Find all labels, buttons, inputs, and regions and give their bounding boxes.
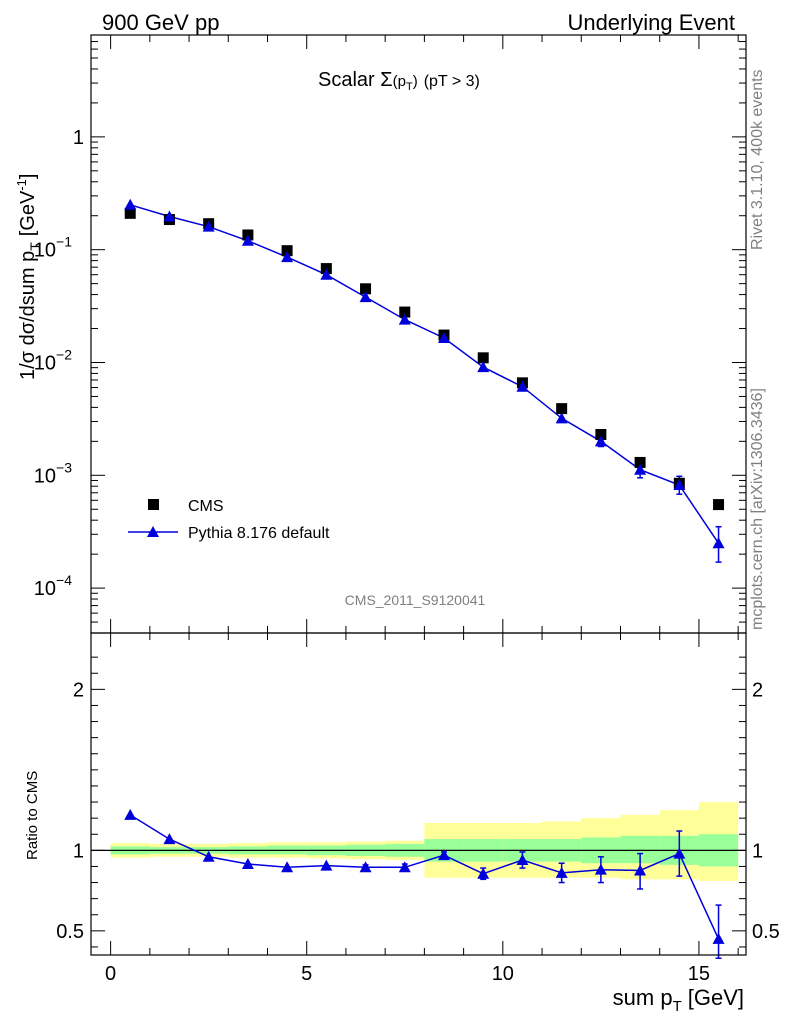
y-axis-label-sup: -1 [14,179,29,191]
ratio-data-point [516,854,529,866]
ratio-data-point [359,861,372,873]
ratio-data-point [634,864,647,876]
ratio-y-tick-label-left: 0.5 [56,921,84,943]
mc-data-point [477,361,490,373]
mc-data-point [437,331,450,343]
y-tick-label: 10−2 [34,346,72,374]
ratio-y-axis-label: Ratio to CMS [24,771,41,860]
y-tick-label: 10−1 [34,234,72,262]
analysis-id: CMS_2011_S9120041 [345,592,486,608]
legend-cms-label: CMS [188,498,224,515]
cms-data-point [399,306,411,318]
ratio-data-point [555,866,568,878]
ratio-y-tick-label-left: 2 [73,679,84,701]
plot-layer: 1 10−1 10−2 10−3 10−4 0.5 0.5 1 1 2 2 0 5 10 15 [34,34,780,985]
legend-mc-label: Pythia 8.176 default [188,525,330,542]
y-axis-label-text: 1/σ dσ/dsum p [17,251,39,380]
x-tick-label: 0 [105,963,116,985]
mc-data-point [359,291,372,303]
ratio-y-tick-label-right: 0.5 [752,921,780,943]
mc-data-point [516,380,529,392]
plot-title-sub-close: ) [413,73,418,90]
y-axis-label-close: ] [17,174,39,180]
cms-data-point [713,499,725,511]
ratio-data-point [477,867,490,879]
ratio-plot-frame [90,632,747,956]
ratio-data-point [124,808,137,820]
y-axis-label-sub: T [27,242,43,251]
ratio-data-point [202,850,215,862]
cms-data-point [595,428,607,440]
ratio-mc-line [129,814,720,940]
legend-cms-marker [148,499,159,510]
ratio-data-point [437,849,450,861]
ratio-data-point [398,861,411,873]
mc-data-point [281,251,294,263]
mc-data-point [594,435,607,447]
mc-data-point [241,234,254,246]
ratio-data-point [320,859,333,871]
mc-data-point [673,479,686,491]
x-tick-label: 15 [688,963,710,985]
plot-title-sub-t: T [406,81,413,93]
x-axis-label-unit: [GeV] [688,985,744,1010]
y-tick-label: 10−3 [34,459,72,487]
header-left: 900 GeV pp [102,10,219,35]
header-right: Underlying Event [567,10,735,35]
mc-data-point [712,537,725,549]
ratio-y-tick-label-left: 1 [73,840,84,862]
cms-data-point [124,207,136,219]
main-plot-frame [90,34,747,634]
cms-data-point [634,456,646,468]
plot-title-cut: (pT > 3) [424,73,480,90]
x-tick-label: 5 [301,963,312,985]
ratio-data-point [673,847,686,859]
ratio-data-point [163,833,176,845]
mc-data-point [634,463,647,475]
legend-mc-marker [147,526,159,537]
ratio-y-tick-label-right: 2 [752,679,763,701]
cms-data-point [281,245,293,257]
ratio-data-point [594,863,607,875]
mc-data-point [398,313,411,325]
ratio-y-tick-label-right: 1 [752,840,763,862]
mc-data-point [163,210,176,222]
ratio-data-point [712,932,725,944]
mc-data-point [202,220,215,232]
mcplots-text: mcplots.cern.ch [arXiv:1306.3436] [749,388,766,630]
x-axis-label: sum pT [GeV] [613,985,744,1015]
rivet-version-text: Rivet 3.1.10, 400k events [749,69,766,250]
cms-data-point [477,352,489,364]
cms-data-point [360,283,372,295]
x-axis-label-sub: T [673,998,682,1015]
legend: CMS Pythia 8.176 default [128,498,330,542]
y-tick-label: 1 [73,127,84,149]
cms-data-point [320,263,332,275]
y-axis-label-unit: [GeV [17,190,39,236]
x-axis-label-text: sum p [613,985,673,1010]
ratio-data-point [241,858,254,870]
y-axis-label: 1/σ dσ/dsum pT [GeV-1] [14,174,43,380]
y-tick-label: 10−4 [34,572,72,600]
plot-title-main: Scalar Σ [318,69,393,91]
mc-data-point [555,412,568,424]
mc-data-point [320,268,333,280]
mc-data-point [124,198,137,210]
x-tick-label: 10 [492,963,514,985]
plot-title-sub-p: (p [393,73,406,90]
ratio-data-point [281,861,294,873]
plot-title: Scalar Σ(pT) (pT > 3) [318,69,480,93]
mc-line [129,204,720,544]
cms-data-point [556,403,568,415]
